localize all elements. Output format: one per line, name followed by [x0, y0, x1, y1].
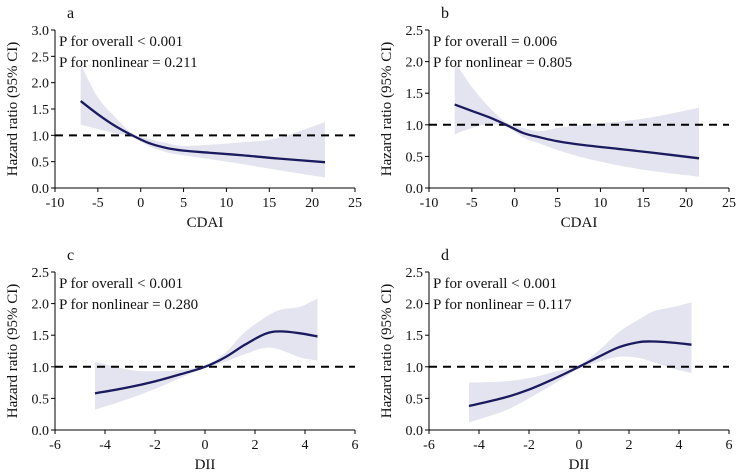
y-tick-label: 0.5	[406, 392, 424, 407]
y-tick-label: 2.0	[406, 298, 424, 313]
x-tick-label: -2	[149, 438, 161, 453]
x-axis-label: CDAI	[561, 215, 598, 231]
y-tick-label: 2.5	[406, 266, 424, 281]
y-tick-label: 2.5	[32, 266, 50, 281]
y-tick-label: 0.5	[406, 150, 424, 165]
panel-label: b	[441, 5, 449, 22]
y-axis-label: Hazard ratio (95% CI)	[5, 42, 21, 177]
x-tick-label: 0	[511, 196, 518, 211]
confidence-band	[95, 298, 318, 410]
y-axis-label: Hazard ratio (95% CI)	[379, 42, 395, 177]
x-tick-label: 0	[137, 196, 144, 211]
p-value-annotation: P for overall < 0.001	[59, 276, 183, 292]
x-tick-label: 15	[262, 196, 276, 211]
confidence-band	[469, 302, 692, 423]
x-tick-label: 6	[726, 438, 733, 453]
x-tick-label: 10	[219, 196, 233, 211]
y-axis-label: Hazard ratio (95% CI)	[379, 284, 395, 419]
p-value-annotation: P for nonlinear = 0.280	[59, 297, 198, 313]
panel-c: 0.0 0.5 1.0 1.5 2.0 2.5 -6 -4 -2 0 2 4 6 DII Hazard ra…	[5, 247, 359, 473]
y-tick-label: 0.0	[406, 424, 424, 439]
confidence-band	[454, 61, 699, 177]
hazard-ratio-curve	[94, 330, 318, 395]
hazard-ratio-curve	[454, 103, 700, 160]
p-value-annotation: P for overall = 0.006	[433, 34, 558, 50]
x-tick-label: -10	[420, 196, 439, 211]
x-tick-label: -4	[99, 438, 111, 453]
y-tick-label: 3.0	[32, 24, 50, 39]
panel-b: 0.0 0.5 1.0 1.5 2.0 2.5 -10 -5 0 5 10 15 20 25 CDAI Haz…	[379, 5, 736, 231]
panel-a: 0.0 0.5 1.0 1.5 2.0 2.5 3.0 -10 -5 0 5 10 15 20 25 CDAI…	[5, 5, 362, 231]
x-tick-label: 10	[593, 196, 607, 211]
x-tick-label: -6	[49, 438, 61, 453]
x-axis-label: DII	[195, 457, 216, 473]
x-tick-label: 6	[352, 438, 359, 453]
y-tick-label: 1.0	[406, 361, 424, 376]
y-tick-label: 1.5	[32, 103, 50, 118]
y-tick-label: 1.0	[32, 361, 50, 376]
y-tick-label: 1.0	[32, 129, 50, 144]
y-tick-label: 2.0	[32, 298, 50, 313]
p-value-annotation: P for nonlinear = 0.805	[433, 55, 572, 71]
confidence-band	[80, 64, 326, 178]
p-value-annotation: P for overall < 0.001	[433, 276, 557, 292]
x-tick-label: 25	[348, 196, 362, 211]
panel-label: a	[67, 5, 74, 22]
x-tick-label: 0	[576, 438, 583, 453]
x-tick-label: -6	[423, 438, 435, 453]
hazard-ratio-curve	[80, 100, 326, 164]
p-value-annotation: P for nonlinear = 0.211	[59, 55, 198, 71]
y-tick-label: 1.5	[32, 329, 50, 344]
x-tick-label: 20	[679, 196, 693, 211]
p-value-annotation: P for nonlinear = 0.117	[433, 297, 572, 313]
x-tick-label: -10	[46, 196, 65, 211]
x-tick-label: 2	[252, 438, 259, 453]
x-tick-label: -2	[523, 438, 535, 453]
x-tick-label: 15	[636, 196, 650, 211]
x-tick-label: 4	[676, 438, 683, 453]
x-tick-label: 5	[554, 196, 561, 211]
x-tick-label: 25	[722, 196, 736, 211]
x-tick-label: -5	[466, 196, 478, 211]
p-value-annotation: P for overall < 0.001	[59, 34, 183, 50]
y-tick-label: 0.5	[32, 156, 50, 171]
x-tick-label: 20	[305, 196, 319, 211]
y-tick-label: 2.0	[32, 77, 50, 92]
x-tick-label: -5	[92, 196, 104, 211]
x-tick-label: 0	[202, 438, 209, 453]
y-tick-label: 0.5	[32, 392, 50, 407]
x-tick-label: 4	[302, 438, 309, 453]
panel-label: c	[67, 247, 74, 264]
x-axis-label: DII	[569, 457, 590, 473]
panel-d: 0.0 0.5 1.0 1.5 2.0 2.5 -6 -4 -2 0 2 4 6 DII Hazard ra…	[379, 247, 733, 473]
y-tick-label: 1.0	[406, 119, 424, 134]
y-tick-label: 0.0	[406, 182, 424, 197]
x-tick-label: 5	[180, 196, 187, 211]
y-tick-label: 1.5	[406, 87, 424, 102]
y-tick-label: 0.0	[32, 424, 50, 439]
hazard-ratio-curve	[468, 340, 692, 408]
y-tick-label: 1.5	[406, 329, 424, 344]
y-axis-label: Hazard ratio (95% CI)	[5, 284, 21, 419]
x-axis-label: CDAI	[187, 215, 224, 231]
x-tick-label: -4	[473, 438, 485, 453]
x-tick-label: 2	[626, 438, 633, 453]
panel-label: d	[441, 247, 449, 264]
y-tick-label: 2.5	[32, 50, 50, 65]
y-tick-label: 2.0	[406, 56, 424, 71]
y-tick-label: 2.5	[406, 24, 424, 39]
y-tick-label: 0.0	[32, 182, 50, 197]
